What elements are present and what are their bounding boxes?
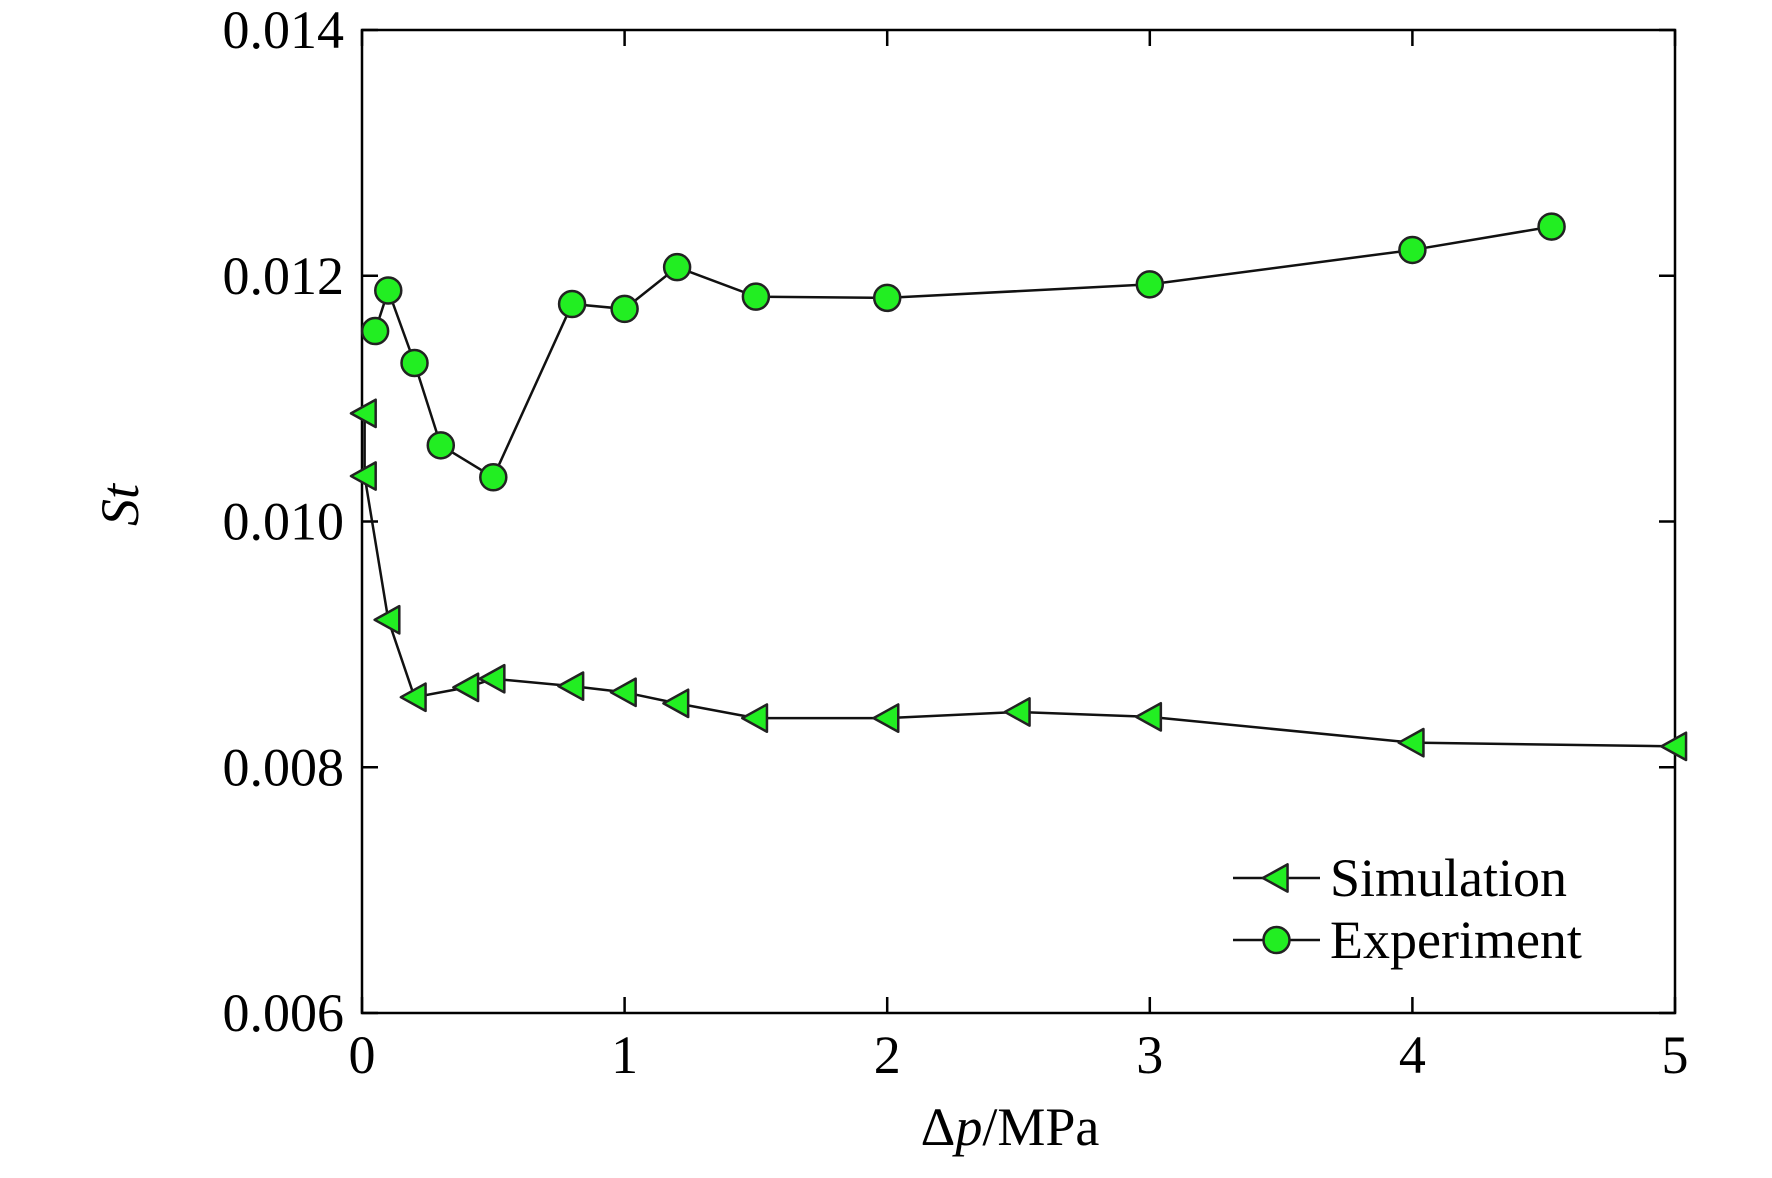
- data-point-simulation: [557, 671, 585, 702]
- x-axis-label-unit: /MPa: [982, 1097, 1099, 1157]
- y-tick-label: 0.010: [223, 492, 345, 552]
- data-point-simulation: [1134, 701, 1163, 732]
- x-tick-label: 3: [1136, 1025, 1163, 1085]
- data-point-simulation: [872, 703, 900, 733]
- series-simulation: [349, 398, 1688, 762]
- data-point-experiment: [1135, 270, 1165, 299]
- x-tick-label: 1: [611, 1025, 638, 1085]
- series-line-experiment: [373, 225, 1552, 480]
- data-point-experiment: [1537, 212, 1566, 241]
- data-point-simulation: [349, 461, 377, 491]
- data-point-experiment: [400, 348, 429, 378]
- x-axis-label-variable: p: [951, 1097, 982, 1157]
- axes: 0 1 2 3 4 5 0.006 0.008 0.010 0.012 0.014: [223, 0, 1689, 1085]
- legend-marker-experiment: [1262, 925, 1291, 955]
- data-point-experiment: [662, 252, 692, 282]
- x-tick-label: 0: [349, 1025, 376, 1085]
- legend-item-simulation: Simulation: [1233, 848, 1567, 908]
- y-tick-label: 0.008: [223, 737, 345, 797]
- series-experiment: [360, 212, 1566, 492]
- data-point-simulation: [662, 688, 690, 719]
- y-tick-label: 0.014: [223, 0, 345, 60]
- data-point-experiment: [741, 282, 771, 311]
- legend-label: Simulation: [1330, 848, 1567, 908]
- data-point-experiment: [374, 276, 403, 305]
- data-point-simulation: [399, 682, 427, 713]
- x-axis-label: Δp/MPa: [921, 1097, 1100, 1157]
- data-point-experiment: [872, 283, 902, 313]
- data-point-simulation: [1660, 731, 1688, 762]
- x-tick-label: 2: [874, 1025, 901, 1085]
- data-point-experiment: [610, 294, 639, 324]
- data-point-experiment: [557, 289, 587, 319]
- data-point-simulation: [1003, 697, 1031, 727]
- data-point-simulation: [478, 663, 506, 694]
- data-point-simulation: [1397, 727, 1425, 758]
- legend-item-experiment: Experiment: [1233, 910, 1582, 970]
- y-tick-label: 0.006: [223, 983, 345, 1043]
- y-axis-label: St: [90, 482, 150, 526]
- series-line-simulation: [363, 413, 1676, 748]
- data-point-experiment: [479, 463, 508, 492]
- data-point-simulation: [349, 398, 377, 429]
- x-tick-label: 4: [1399, 1025, 1426, 1085]
- series-layer: [349, 212, 1688, 762]
- x-axis-label-symbol: Δ: [921, 1097, 956, 1157]
- data-point-experiment: [360, 316, 390, 346]
- data-point-experiment: [426, 431, 456, 460]
- x-tick-label: 5: [1662, 1025, 1689, 1085]
- data-point-experiment: [1398, 235, 1427, 265]
- data-point-simulation: [741, 703, 769, 733]
- legend-label: Experiment: [1330, 910, 1582, 970]
- data-point-simulation: [373, 604, 401, 635]
- y-tick-label: 0.012: [223, 246, 345, 306]
- data-point-simulation: [609, 677, 637, 708]
- legend-marker-simulation: [1261, 863, 1289, 893]
- data-point-simulation: [452, 672, 480, 703]
